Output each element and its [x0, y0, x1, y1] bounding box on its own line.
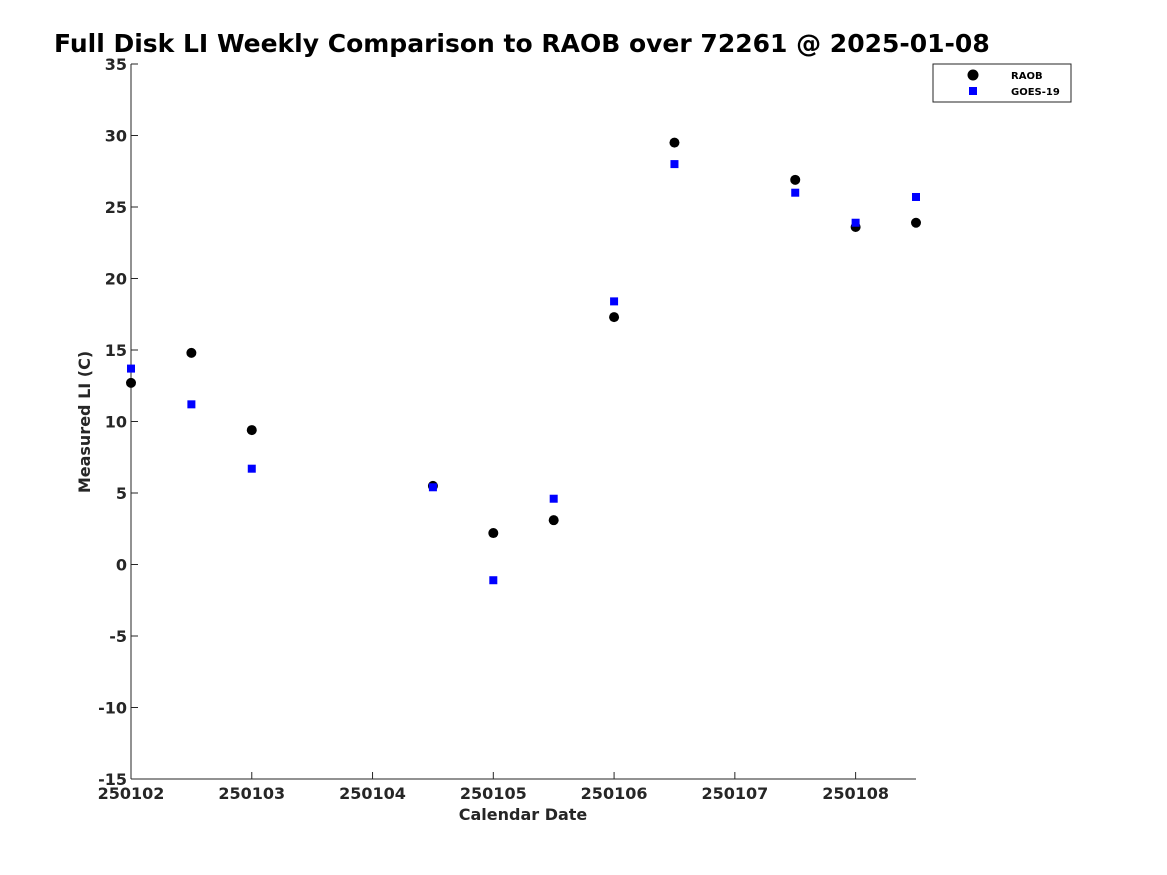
x-tick-label: 250102 [98, 784, 165, 803]
data-points [126, 137, 921, 585]
point-goes-19 [670, 160, 679, 169]
y-tick-label: 35 [105, 55, 127, 74]
y-tick-label: -10 [98, 699, 127, 718]
y-tick-label: 0 [116, 556, 127, 575]
point-raob [186, 347, 197, 358]
point-goes-19 [851, 218, 860, 227]
point-goes-19 [428, 483, 437, 492]
legend-raob-label: RAOB [1011, 71, 1043, 82]
chart-title: Full Disk LI Weekly Comparison to RAOB o… [54, 29, 990, 58]
legend-box [932, 63, 1072, 103]
point-goes-19 [549, 494, 558, 503]
y-tick-label: 5 [116, 484, 127, 503]
y-tick-label: 10 [105, 413, 127, 432]
point-raob [246, 425, 257, 436]
point-goes-19 [247, 464, 256, 473]
point-raob [609, 312, 620, 323]
x-tick-label: 250106 [581, 784, 648, 803]
legend-raob-marker [967, 69, 979, 81]
point-raob [548, 515, 559, 526]
y-tick-label: -15 [98, 770, 127, 789]
y-axis-label: Measured LI (C) [75, 351, 94, 493]
point-raob [790, 174, 801, 185]
point-raob [669, 137, 680, 148]
y-tick-label: -5 [109, 627, 127, 646]
y-tick-label: 20 [105, 270, 127, 289]
y-ticks: -15 -10 -5 0 5 10 15 20 25 30 35 [98, 55, 138, 789]
y-tick-label: 15 [105, 341, 127, 360]
point-goes-19 [187, 400, 196, 409]
x-tick-label: 250104 [339, 784, 406, 803]
x-axis-label: Calendar Date [459, 805, 588, 824]
axes [130, 64, 916, 780]
point-raob [911, 217, 921, 228]
x-ticks: 250102 250103 250104 250105 250106 250107 2501… [98, 772, 889, 803]
legend: RAOB GOES-19 [932, 63, 1072, 103]
point-goes-19 [610, 297, 619, 306]
point-goes-19 [912, 192, 920, 201]
x-tick-label: 250108 [822, 784, 889, 803]
point-goes-19 [489, 576, 498, 585]
point-goes-19 [127, 364, 135, 373]
point-raob [488, 528, 499, 539]
legend-goes-label: GOES-19 [1011, 87, 1060, 98]
x-tick-label: 250103 [218, 784, 285, 803]
y-tick-label: 30 [105, 127, 127, 146]
point-goes-19 [791, 188, 800, 197]
x-tick-label: 250107 [701, 784, 768, 803]
y-tick-label: 25 [105, 198, 127, 217]
x-tick-label: 250105 [460, 784, 527, 803]
legend-goes-marker [969, 87, 977, 95]
point-raob [126, 377, 136, 388]
